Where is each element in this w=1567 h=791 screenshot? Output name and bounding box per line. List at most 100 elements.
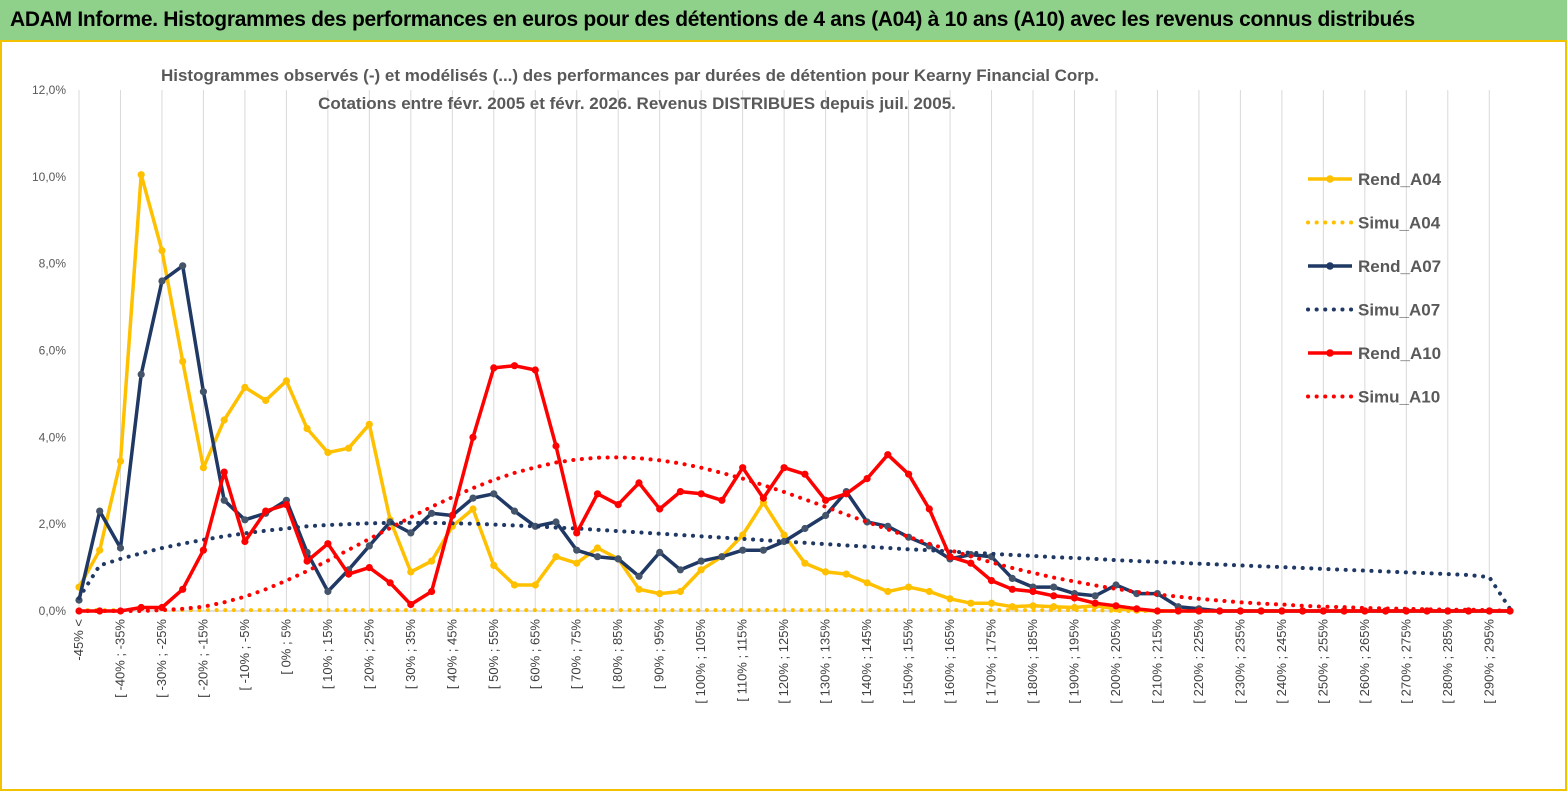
data-point [1008, 603, 1016, 611]
x-tick-label: [ 10% ; 15% [320, 619, 335, 690]
data-point [614, 555, 622, 563]
data-point [510, 362, 519, 370]
x-tick-label: [ 280% ; 285% [1440, 619, 1455, 704]
data-point [573, 529, 581, 537]
data-point [1340, 607, 1348, 615]
x-tick-label: [ 50% ; 55% [486, 619, 501, 690]
x-tick-label: [ 190% ; 195% [1066, 619, 1081, 704]
data-point [967, 599, 975, 607]
data-point [593, 490, 602, 498]
legend-item-simu-a10: Simu_A10 [1306, 388, 1440, 407]
series-rend-a04 [75, 171, 1514, 615]
legend-marker [1326, 175, 1334, 183]
data-point [1174, 607, 1182, 615]
x-tick-label: [ 60% ; 65% [527, 619, 542, 690]
series-line-simu-a07 [77, 520, 1512, 611]
x-tick-label: [ 220% ; 225% [1191, 619, 1206, 704]
data-point [925, 505, 933, 513]
data-point [635, 585, 643, 593]
data-point [531, 522, 539, 530]
x-tick-label: [ 210% ; 215% [1149, 619, 1164, 704]
x-tick-label: [ 0% ; 5% [278, 619, 293, 675]
y-tick-label: 6,0% [39, 344, 67, 358]
chart-gridlines [78, 90, 1510, 612]
data-point [303, 425, 311, 433]
y-tick-label: 4,0% [39, 430, 67, 444]
data-point [199, 388, 207, 396]
legend-label: Simu_A07 [1358, 301, 1440, 320]
data-point [780, 464, 788, 472]
data-point [365, 542, 373, 550]
data-point [697, 557, 705, 565]
data-point [759, 546, 768, 554]
data-point [656, 505, 664, 513]
data-point [697, 566, 705, 574]
data-point [552, 442, 560, 450]
data-point [967, 559, 975, 567]
data-point [863, 475, 871, 483]
data-point [137, 171, 145, 179]
x-tick-label: -45% < [71, 619, 86, 661]
data-point [407, 600, 415, 609]
legend-label: Rend_A07 [1358, 257, 1441, 276]
chart-frame [0, 42, 1567, 791]
data-point [822, 568, 830, 576]
data-point [96, 546, 104, 554]
data-point [573, 546, 581, 554]
data-point [739, 531, 747, 539]
y-tick-label: 12,0% [32, 83, 66, 97]
series-rend-a10 [75, 362, 1514, 615]
x-tick-label: [ -30% ; -25% [154, 619, 169, 698]
data-point [324, 448, 332, 457]
data-point [531, 581, 539, 589]
y-tick-label: 8,0% [39, 257, 67, 271]
data-point [593, 553, 602, 561]
chart-title: Histogrammes observés (-) et modélisés (… [161, 66, 1099, 85]
x-tick-label: [ 100% ; 105% [693, 619, 708, 704]
data-point [1050, 592, 1058, 600]
x-tick-label: [ 110% ; 115% [735, 619, 750, 702]
x-tick-label: [ 90% ; 95% [652, 619, 667, 690]
chart-series [75, 171, 1514, 615]
data-point [116, 544, 125, 552]
x-tick-label: [ 30% ; 35% [403, 619, 418, 690]
data-point [801, 470, 809, 478]
legend-item-simu-a07: Simu_A07 [1306, 301, 1440, 320]
legend-label: Simu_A10 [1358, 388, 1440, 407]
x-tick-label: [ -20% ; -15% [195, 619, 210, 698]
data-point [365, 420, 373, 428]
legend-item-rend-a10: Rend_A10 [1308, 344, 1441, 363]
legend-item-rend-a04: Rend_A04 [1308, 170, 1442, 189]
x-tick-label: [ 120% ; 125% [776, 619, 791, 704]
series-line-rend-a10 [79, 363, 1510, 613]
x-tick-label: [ 150% ; 155% [901, 619, 916, 704]
series-line-rend-a04 [77, 172, 1510, 613]
x-tick-label: [ -40% ; -35% [112, 619, 127, 698]
x-tick-label: [ 200% ; 205% [1108, 619, 1123, 704]
data-point [593, 544, 602, 552]
data-point [759, 494, 768, 502]
y-axis: 0,0% 2,0% 4,0% 6,0% 8,0% 10,0% 12,0% [32, 83, 66, 618]
data-point [822, 496, 830, 504]
legend-label: Rend_A10 [1358, 344, 1441, 363]
data-point [448, 511, 456, 520]
data-point [116, 457, 125, 465]
data-point [262, 396, 270, 404]
x-tick-label: [ 40% ; 45% [444, 619, 459, 690]
data-point [241, 383, 249, 391]
data-point [739, 464, 747, 472]
legend-marker [1326, 349, 1334, 357]
data-point [1029, 587, 1037, 596]
data-point [718, 496, 726, 504]
data-point [905, 583, 913, 591]
data-point [676, 488, 685, 496]
data-point [946, 553, 954, 561]
data-point [345, 570, 353, 578]
legend-label: Simu_A04 [1358, 214, 1441, 233]
y-tick-label: 10,0% [32, 170, 66, 184]
data-point [179, 262, 187, 270]
legend-item-rend-a07: Rend_A07 [1308, 257, 1441, 276]
x-tick-label: [ 180% ; 185% [1025, 619, 1040, 704]
data-point [552, 553, 560, 561]
data-point [1195, 607, 1203, 615]
